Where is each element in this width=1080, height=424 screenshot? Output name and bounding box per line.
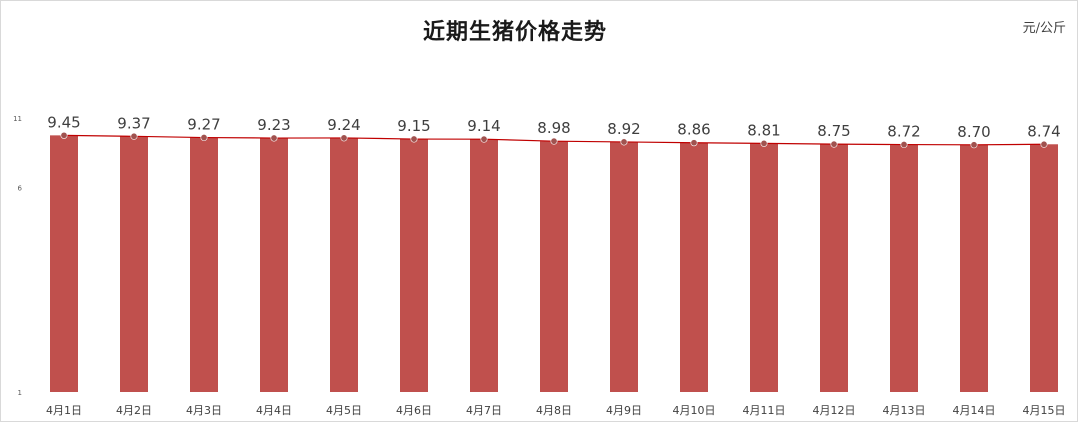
trend-point xyxy=(340,134,348,142)
bar xyxy=(680,142,708,392)
bar xyxy=(260,138,288,392)
bar xyxy=(1030,144,1058,392)
x-tick-label: 4月9日 xyxy=(606,404,642,417)
x-tick-label: 4月6日 xyxy=(396,404,432,417)
x-tick-label: 4月11日 xyxy=(743,404,786,417)
data-label: 9.23 xyxy=(257,116,290,134)
x-tick-label: 4月7日 xyxy=(466,404,502,417)
data-label: 9.45 xyxy=(47,113,80,131)
x-tick-label: 4月15日 xyxy=(1023,404,1066,417)
x-tick-label: 4月13日 xyxy=(883,404,926,417)
trend-point xyxy=(830,140,838,148)
data-label: 9.24 xyxy=(327,116,360,134)
trend-point xyxy=(760,139,768,147)
bar xyxy=(610,141,638,392)
bar xyxy=(470,139,498,392)
data-label: 8.74 xyxy=(1027,122,1060,140)
bar xyxy=(820,144,848,392)
x-tick-label: 4月14日 xyxy=(953,404,996,417)
trend-point xyxy=(970,141,978,149)
trend-point xyxy=(130,132,138,140)
x-tick-label: 4月8日 xyxy=(536,404,572,417)
bar xyxy=(330,137,358,392)
y-tick-label: 1 xyxy=(18,389,22,397)
bar xyxy=(400,139,428,392)
data-label: 8.75 xyxy=(817,122,850,140)
bar xyxy=(890,144,918,392)
chart-title: 近期生猪价格走势 xyxy=(422,19,607,45)
trend-point xyxy=(60,131,68,139)
trend-point xyxy=(550,137,558,145)
x-tick-label: 4月2日 xyxy=(116,404,152,417)
data-label: 9.27 xyxy=(187,116,220,134)
trend-point xyxy=(410,135,418,143)
data-label: 9.37 xyxy=(117,114,150,132)
data-label: 8.81 xyxy=(747,121,780,139)
data-label: 8.72 xyxy=(887,123,920,141)
data-label: 8.92 xyxy=(607,120,640,138)
x-tick-label: 4月1日 xyxy=(46,404,82,417)
trend-point xyxy=(900,141,908,149)
data-label: 9.15 xyxy=(397,117,430,135)
data-label: 9.14 xyxy=(467,117,500,135)
trend-point xyxy=(200,134,208,142)
bar xyxy=(750,143,778,392)
y-tick-label: 11 xyxy=(13,115,22,123)
unit-label: 元/公斤 xyxy=(1022,21,1066,36)
bar xyxy=(50,135,78,392)
bar xyxy=(120,136,148,392)
bar xyxy=(540,141,568,392)
data-label: 8.70 xyxy=(957,123,990,141)
trend-point xyxy=(620,138,628,146)
bar xyxy=(960,144,988,392)
y-tick-label: 6 xyxy=(18,184,23,192)
data-label: 8.98 xyxy=(537,119,570,137)
trend-point xyxy=(690,139,698,147)
x-tick-label: 4月4日 xyxy=(256,404,292,417)
x-tick-label: 4月5日 xyxy=(326,404,362,417)
data-label: 8.86 xyxy=(677,121,710,139)
trend-point xyxy=(480,135,488,143)
x-tick-label: 4月12日 xyxy=(813,404,856,417)
x-tick-label: 4月3日 xyxy=(186,404,222,417)
x-tick-label: 4月10日 xyxy=(673,404,716,417)
trend-point xyxy=(1040,140,1048,148)
bar xyxy=(190,137,218,392)
trend-point xyxy=(270,134,278,142)
